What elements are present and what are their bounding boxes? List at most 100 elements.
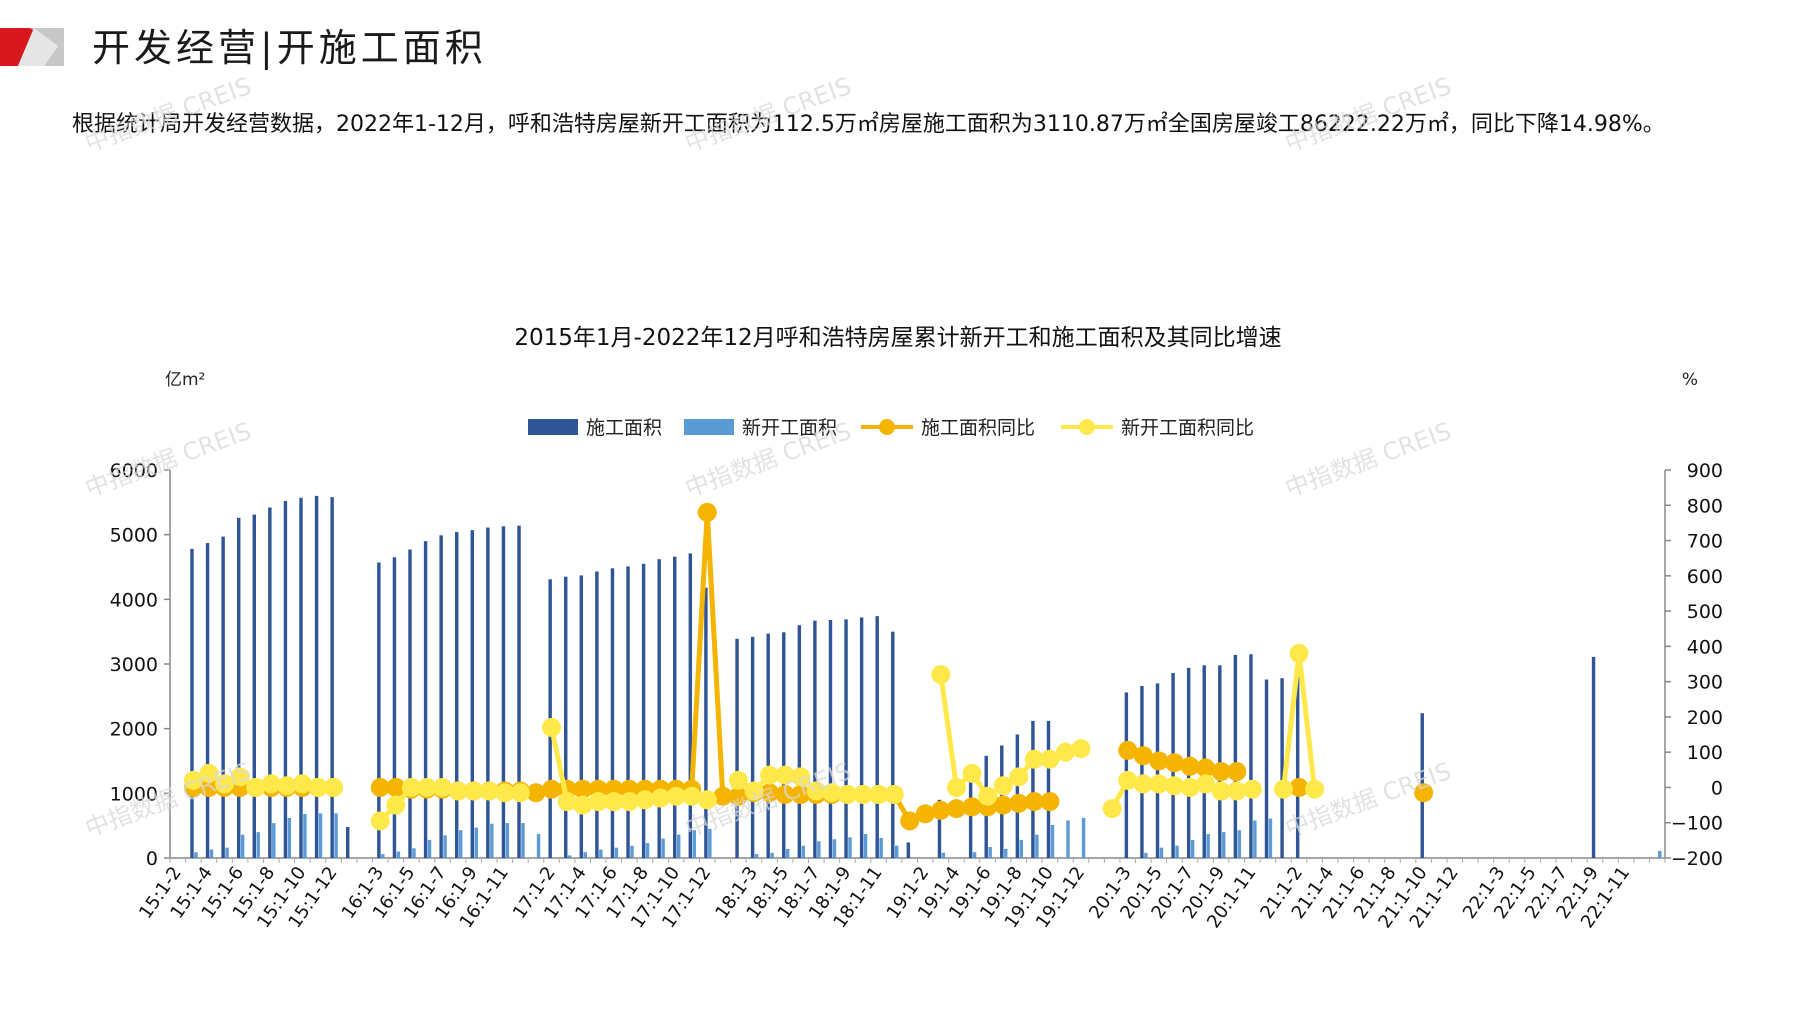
bar xyxy=(209,849,214,858)
bar xyxy=(346,826,350,858)
right-tick-label: 800 xyxy=(1687,495,1723,517)
left-tick-label: 1000 xyxy=(110,783,158,805)
bar xyxy=(1004,848,1008,858)
bar xyxy=(1140,685,1144,858)
bar xyxy=(813,620,817,858)
data-point xyxy=(199,777,219,797)
legend-swatch xyxy=(684,419,734,435)
data-point xyxy=(277,776,297,796)
bar xyxy=(1031,720,1035,858)
left-tick-label: 0 xyxy=(146,848,158,870)
data-point xyxy=(962,763,982,783)
data-point xyxy=(884,785,904,805)
bar xyxy=(891,631,895,858)
bar xyxy=(392,557,397,858)
bar xyxy=(474,827,478,858)
data-point xyxy=(526,783,546,803)
bar xyxy=(817,841,821,858)
legend-label: 施工面积 xyxy=(586,417,662,439)
data-point xyxy=(1118,770,1138,790)
data-point xyxy=(713,786,733,806)
bar xyxy=(626,566,630,858)
bar xyxy=(879,837,883,858)
data-point xyxy=(775,785,795,805)
data-point xyxy=(1133,746,1153,766)
data-point xyxy=(697,790,717,810)
right-tick-label: 700 xyxy=(1687,531,1723,553)
bar xyxy=(221,536,225,858)
data-point xyxy=(775,765,795,785)
bar xyxy=(334,813,338,858)
bar xyxy=(614,847,619,858)
data-point xyxy=(993,795,1013,815)
page-header: 开发经营|开施工面积 xyxy=(0,22,700,78)
legend-label: 新开工面积同比 xyxy=(1121,417,1254,439)
brand-logo-icon xyxy=(0,28,64,66)
chart-title: 2015年1月-2022年12月呼和浩特房屋累计新开工和施工面积及其同比增速 xyxy=(514,325,1281,351)
data-point xyxy=(915,804,935,824)
bar xyxy=(283,501,288,858)
bar xyxy=(1046,720,1051,858)
bar xyxy=(797,625,802,858)
bar xyxy=(505,823,510,858)
bar xyxy=(941,852,946,858)
bar xyxy=(972,852,977,858)
data-point xyxy=(308,777,328,797)
bar xyxy=(875,616,879,858)
bar xyxy=(381,854,385,858)
data-point xyxy=(246,777,266,797)
data-point xyxy=(635,790,655,810)
bar xyxy=(988,847,992,858)
data-point xyxy=(791,767,811,787)
data-point xyxy=(1164,776,1184,796)
data-point xyxy=(1009,793,1029,813)
right-axis-unit: % xyxy=(1682,370,1698,390)
bar xyxy=(1280,678,1284,858)
left-tick-label: 5000 xyxy=(110,525,158,547)
data-point xyxy=(619,792,639,812)
bar xyxy=(408,549,412,858)
data-point xyxy=(1414,783,1434,803)
right-tick-label: 200 xyxy=(1687,707,1723,729)
data-point xyxy=(1211,781,1231,801)
data-point xyxy=(993,776,1013,796)
bar xyxy=(190,548,194,858)
data-point xyxy=(324,777,344,797)
bar xyxy=(1035,834,1039,858)
bar xyxy=(676,834,681,858)
data-point xyxy=(542,779,562,799)
data-point xyxy=(791,785,811,805)
bar xyxy=(455,532,459,858)
summary-paragraph: 根据统计局开发经营数据，2022年1-12月，呼和浩特房屋新开工面积为112.5… xyxy=(72,112,1665,137)
legend-swatch xyxy=(528,419,578,435)
bar xyxy=(272,823,276,858)
right-tick-label: 400 xyxy=(1687,636,1723,658)
bar xyxy=(848,837,852,858)
data-point xyxy=(448,781,468,801)
bar xyxy=(470,530,475,858)
data-point xyxy=(1055,742,1075,762)
bar xyxy=(906,842,911,858)
left-tick-label: 2000 xyxy=(110,719,158,741)
data-point xyxy=(697,502,717,522)
left-axis-unit: 亿m² xyxy=(165,370,205,390)
bar xyxy=(863,834,868,858)
bar xyxy=(754,854,759,858)
bar xyxy=(968,775,973,858)
data-point xyxy=(510,783,530,803)
bar xyxy=(595,571,599,858)
left-tick-label: 3000 xyxy=(110,654,158,676)
data-point xyxy=(744,781,764,801)
bar xyxy=(1050,825,1055,858)
data-point xyxy=(604,792,624,812)
bar xyxy=(1159,847,1164,858)
right-tick-label: 900 xyxy=(1687,460,1723,482)
data-point xyxy=(183,770,203,790)
legend-marker xyxy=(1079,419,1095,435)
bar xyxy=(937,799,942,858)
bar xyxy=(1253,820,1257,858)
left-tick-label: 6000 xyxy=(110,460,158,482)
data-point xyxy=(837,785,857,805)
bar xyxy=(314,495,319,858)
data-point xyxy=(946,799,966,819)
